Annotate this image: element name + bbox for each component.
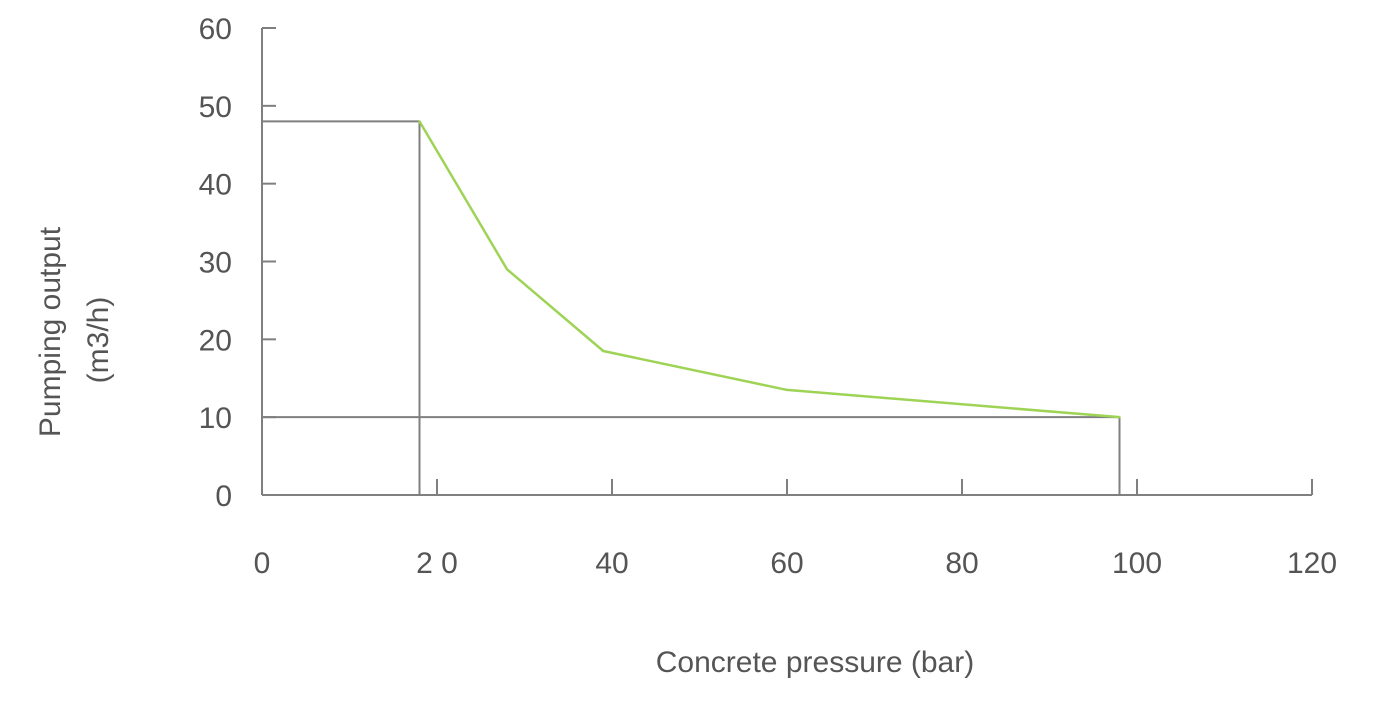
reference-lines	[262, 120, 1121, 495]
series-point	[505, 268, 509, 271]
x-tick-label: 120	[1287, 547, 1337, 580]
x-tick-label: 0	[254, 547, 271, 580]
x-tick-label: 80	[945, 547, 978, 580]
series	[418, 120, 1121, 419]
x-tick-label: 40	[595, 547, 628, 580]
series-point	[785, 388, 789, 392]
y-tick-label: 40	[199, 169, 232, 202]
x-axis-title: Concrete pressure (bar)	[656, 646, 974, 679]
series-point	[602, 349, 605, 353]
x-tick-label: 100	[1112, 547, 1162, 580]
x-tick-label: 2 0	[416, 547, 458, 580]
y-tick-label: 20	[199, 324, 232, 357]
y-tick-label: 30	[199, 247, 232, 280]
series-point	[418, 120, 421, 123]
y-tick-label: 60	[199, 13, 232, 46]
x-tick-label: 60	[770, 547, 803, 580]
y-axis-title-line-1: Pumping output	[34, 226, 67, 437]
y-axis-title-line-2: (m3/h)	[82, 297, 115, 384]
series-line	[418, 120, 1120, 419]
x-ticks	[261, 479, 1313, 495]
y-tick-label: 50	[199, 91, 232, 124]
y-tick-label: 0	[215, 480, 232, 513]
y-ticks	[262, 27, 276, 496]
series-point	[1118, 415, 1121, 419]
y-tick-label: 10	[199, 402, 232, 435]
